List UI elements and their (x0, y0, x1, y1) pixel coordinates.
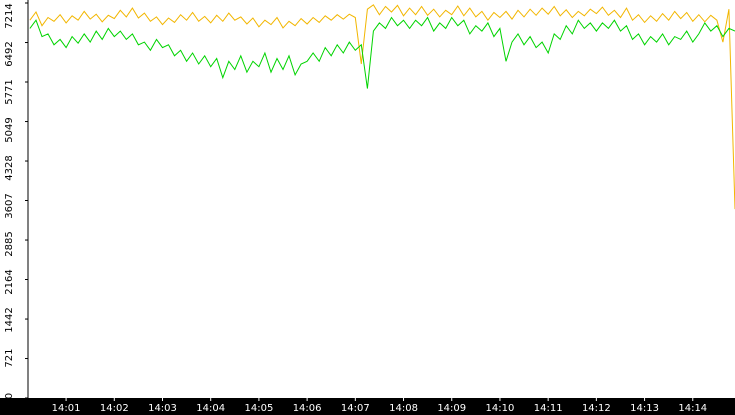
y-tick-label: 4328 (4, 155, 15, 180)
x-tick-label: 14:12 (582, 403, 611, 414)
y-tick-label: 5771 (4, 79, 15, 104)
x-tick-label: 14:13 (630, 403, 659, 414)
series-line (29, 16, 735, 89)
y-tick-label: 7214 (4, 3, 15, 28)
y-tick-label: 2164 (4, 269, 15, 294)
y-tick-label: 2885 (4, 231, 15, 256)
x-tick-label: 14:08 (389, 403, 418, 414)
x-tick-label: 14:10 (486, 403, 515, 414)
y-tick-label: 0 (4, 393, 15, 399)
series-line (29, 4, 735, 210)
x-tick-label: 14:09 (437, 403, 466, 414)
x-tick-label: 14:11 (534, 403, 563, 414)
x-tick-label: 14:04 (196, 403, 225, 414)
x-tick-label: 14:06 (293, 403, 322, 414)
x-axis-band (0, 398, 735, 415)
x-tick-label: 14:14 (678, 403, 707, 414)
x-tick-label: 14:03 (148, 403, 177, 414)
y-tick-label: 721 (4, 348, 15, 367)
x-tick-label: 14:02 (100, 403, 129, 414)
x-tick-label: 14:05 (244, 403, 273, 414)
y-tick-label: 5049 (4, 117, 15, 142)
y-tick-label: 1442 (4, 307, 15, 332)
y-tick-label: 3607 (4, 193, 15, 218)
x-tick-label: 14:07 (341, 403, 370, 414)
y-tick-label: 6492 (4, 41, 15, 66)
x-tick-label: 14:01 (52, 403, 81, 414)
